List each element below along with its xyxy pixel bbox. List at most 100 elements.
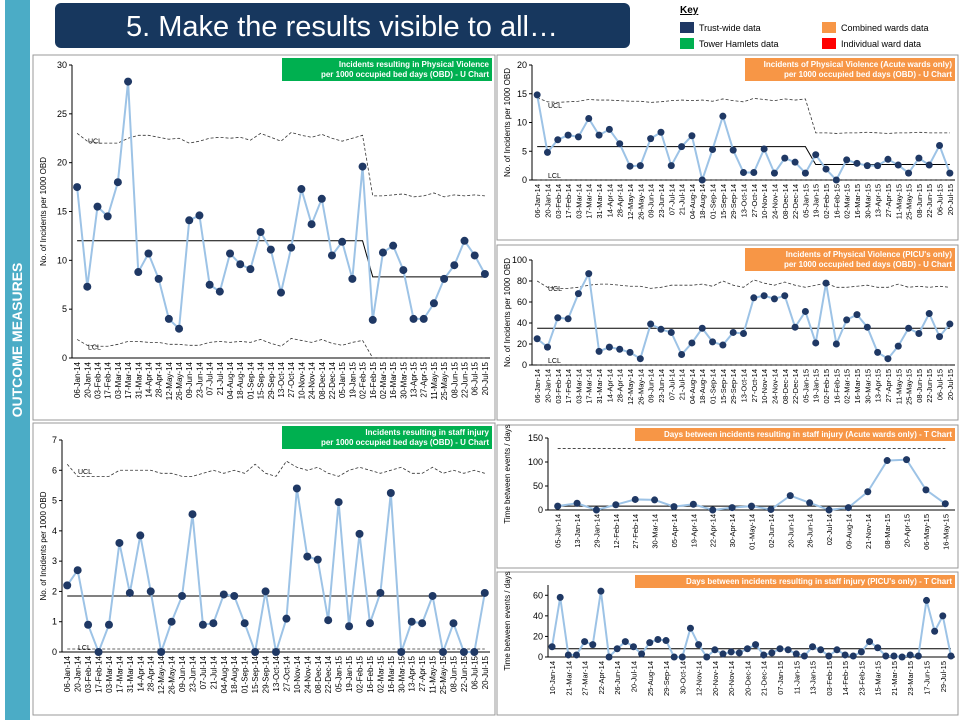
data-point bbox=[727, 648, 735, 656]
data-point bbox=[144, 249, 153, 258]
x-tick-label: 10-Nov-14 bbox=[293, 655, 302, 693]
chart-frame bbox=[32, 422, 496, 716]
x-tick-label: 02-Jul-14 bbox=[825, 514, 834, 545]
data-point bbox=[760, 145, 768, 153]
data-point bbox=[205, 280, 214, 289]
data-point bbox=[884, 355, 892, 363]
data-point bbox=[791, 158, 799, 166]
data-point bbox=[554, 314, 562, 322]
data-point bbox=[616, 345, 624, 353]
data-point bbox=[939, 612, 947, 620]
x-tick-label: 20-Jan-14 bbox=[543, 184, 552, 218]
x-tick-label: 03-Feb-14 bbox=[554, 369, 563, 404]
data-point bbox=[605, 653, 613, 661]
y-axis-label: Time between events / days bbox=[503, 571, 512, 670]
x-tick-label: 11-May-15 bbox=[894, 184, 903, 219]
data-point bbox=[533, 335, 541, 343]
data-point bbox=[376, 588, 385, 597]
data-point bbox=[946, 320, 954, 328]
x-tick-label: 25-Aug-14 bbox=[646, 661, 655, 696]
x-tick-label: 09-Jun-14 bbox=[185, 361, 194, 398]
data-point bbox=[324, 616, 333, 625]
x-tick-label: 02-Jun-14 bbox=[767, 514, 776, 548]
data-point bbox=[533, 91, 541, 99]
data-point bbox=[925, 161, 933, 169]
data-point bbox=[905, 169, 913, 177]
data-point bbox=[729, 328, 737, 336]
data-point bbox=[303, 552, 312, 561]
data-point bbox=[800, 652, 808, 660]
data-point bbox=[595, 347, 603, 355]
data-point bbox=[792, 650, 800, 658]
data-point bbox=[825, 652, 833, 660]
data-point bbox=[806, 499, 814, 507]
y-tick-label: 50 bbox=[533, 481, 543, 491]
data-point bbox=[460, 236, 469, 245]
data-point bbox=[719, 341, 727, 349]
data-point bbox=[287, 243, 296, 252]
data-point bbox=[844, 504, 852, 512]
y-tick-label: 4 bbox=[52, 526, 57, 536]
data-point bbox=[605, 343, 613, 351]
data-point bbox=[399, 266, 408, 275]
ucl-line bbox=[537, 97, 950, 134]
x-tick-label: 06-May-15 bbox=[922, 514, 931, 550]
x-tick-label: 15-Sep-14 bbox=[719, 369, 728, 404]
data-point bbox=[670, 653, 678, 661]
x-tick-label: 04-Aug-14 bbox=[688, 369, 697, 404]
data-point bbox=[103, 212, 112, 221]
x-tick-label: 09-Jun-14 bbox=[647, 184, 656, 218]
data-point bbox=[146, 587, 155, 596]
x-tick-label: 12-Feb-14 bbox=[612, 514, 621, 549]
data-point bbox=[786, 492, 794, 500]
data-point bbox=[905, 324, 913, 332]
x-tick-label: 26-May-14 bbox=[636, 369, 645, 405]
ucl-label: UCL bbox=[548, 286, 562, 293]
data-point bbox=[480, 588, 489, 597]
data-point bbox=[791, 323, 799, 331]
x-tick-label: 07-Jul-14 bbox=[199, 655, 208, 689]
x-tick-label: 25-May-15 bbox=[905, 369, 914, 405]
data-point bbox=[581, 638, 589, 646]
data-point bbox=[636, 162, 644, 170]
x-tick-label: 26-Jun-14 bbox=[806, 514, 815, 548]
x-tick-label: 13-Oct-14 bbox=[740, 369, 749, 402]
data-point bbox=[297, 185, 306, 194]
chart-title-badge bbox=[635, 428, 955, 441]
x-tick-label: 10-Nov-14 bbox=[760, 184, 769, 219]
data-point bbox=[740, 169, 747, 177]
data-point bbox=[817, 646, 825, 654]
data-point bbox=[154, 274, 163, 283]
chart-title: Incidents resulting in staff injury bbox=[365, 428, 489, 437]
data-point bbox=[94, 648, 103, 656]
x-tick-label: 07-Jul-14 bbox=[206, 361, 215, 395]
data-point bbox=[261, 587, 270, 596]
y-tick-label: 15 bbox=[517, 89, 527, 99]
x-tick-label: 08-Dec-14 bbox=[781, 369, 790, 404]
x-tick-label: 20-Jul-15 bbox=[481, 655, 490, 689]
data-point bbox=[801, 169, 809, 177]
data-point bbox=[240, 619, 249, 628]
x-tick-label: 19-Apr-14 bbox=[689, 514, 698, 547]
data-point bbox=[853, 159, 861, 167]
x-tick-label: 27-Mar-14 bbox=[581, 661, 590, 696]
x-tick-label: 18-Aug-14 bbox=[698, 184, 707, 219]
x-tick-label: 03-Mar-14 bbox=[574, 369, 583, 404]
data-point bbox=[941, 500, 949, 508]
x-tick-label: 19-Jan-15 bbox=[348, 361, 357, 398]
x-tick-label: 11-May-15 bbox=[430, 361, 439, 399]
y-tick-label: 40 bbox=[517, 318, 527, 328]
x-tick-label: 12-May-14 bbox=[626, 184, 635, 220]
data-point bbox=[923, 596, 931, 604]
x-tick-label: 24-Nov-14 bbox=[770, 184, 779, 219]
data-point bbox=[313, 555, 322, 564]
x-tick-label: 25-May-15 bbox=[440, 361, 449, 400]
x-tick-label: 08-Jun-15 bbox=[449, 655, 458, 692]
x-tick-label: 03-Mar-14 bbox=[105, 655, 114, 692]
data-point bbox=[246, 265, 255, 274]
y-tick-label: 100 bbox=[512, 255, 527, 265]
x-tick-label: 09-Jun-14 bbox=[647, 369, 656, 403]
data-point bbox=[256, 228, 265, 237]
x-tick-label: 08-Dec-14 bbox=[314, 655, 323, 693]
x-tick-label: 21-Dec-14 bbox=[760, 661, 769, 696]
